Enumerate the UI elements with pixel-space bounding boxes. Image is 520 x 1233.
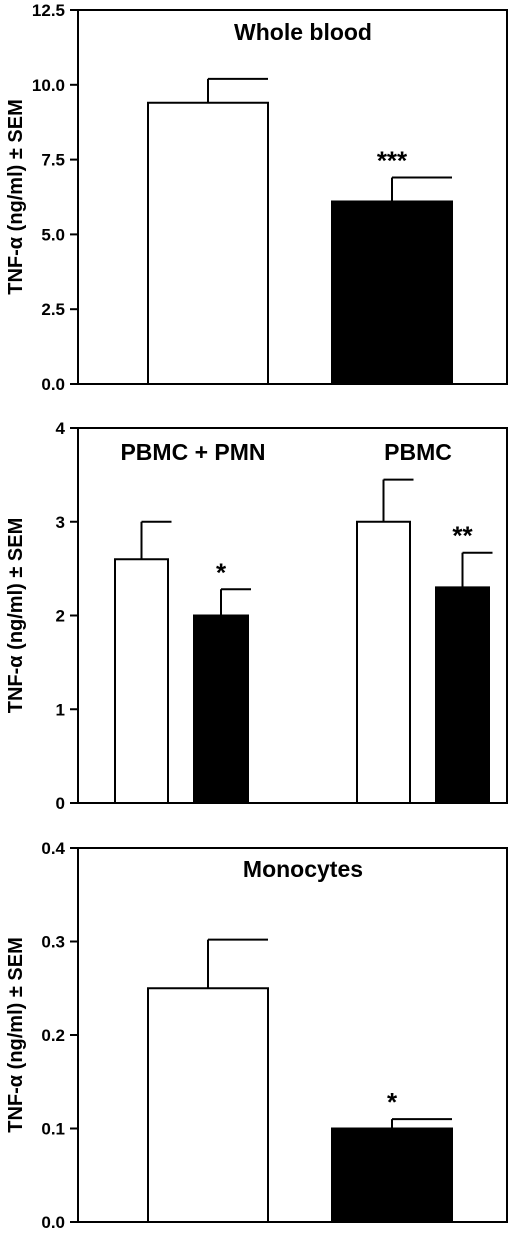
- group-label: Whole blood: [234, 19, 372, 45]
- group-label: Monocytes: [243, 856, 363, 882]
- y-tick-label: 5.0: [41, 225, 65, 244]
- significance-marker: *: [216, 557, 227, 587]
- y-tick-label: 0.2: [41, 1026, 65, 1045]
- y-tick-label: 1: [56, 700, 65, 719]
- bar: [435, 586, 490, 804]
- bar: [147, 101, 269, 385]
- y-tick-label: 0.3: [41, 933, 65, 952]
- bar: [331, 200, 453, 385]
- y-tick-label: 0.1: [41, 1120, 65, 1139]
- chart-panel-2: 0 1 2 3 4 TNF-α (ng/ml) ± SEM PBMC + PMN * PBMC *…: [5, 419, 508, 813]
- y-tick-label: 4: [56, 419, 66, 438]
- y-tick-label: 0.0: [41, 375, 65, 394]
- y-axis-label: TNF-α (ng/ml) ± SEM: [5, 518, 27, 713]
- bar: [114, 558, 169, 804]
- y-axis-label: TNF-α (ng/ml) ± SEM: [5, 99, 27, 294]
- y-tick-label: 7.5: [41, 151, 65, 170]
- y-tick-label: 3: [56, 513, 65, 532]
- bar: [356, 520, 411, 804]
- chart-panel-3: 0.0 0.1 0.2 0.3 0.4 TNF-α (ng/ml) ± SEM Monocy…: [5, 839, 508, 1232]
- significance-marker: **: [452, 521, 473, 551]
- chart-panel-1: 0.0 2.5 5.0 7.5 10.0 12.5 TNF-α (ng/ml) ± SEM W…: [5, 1, 508, 394]
- group-label: PBMC: [384, 439, 452, 465]
- significance-marker: *: [387, 1087, 398, 1117]
- y-tick-label: 12.5: [32, 1, 65, 20]
- bar: [147, 987, 269, 1223]
- plot-frame: [77, 9, 508, 385]
- y-tick-label: 0.0: [41, 1213, 65, 1232]
- significance-marker: ***: [377, 146, 408, 176]
- bar: [331, 1127, 453, 1223]
- bar: [193, 614, 249, 804]
- y-tick-label: 2.5: [41, 300, 65, 319]
- y-tick-label: 0.4: [41, 839, 65, 858]
- group-label: PBMC + PMN: [120, 439, 265, 465]
- y-tick-label: 10.0: [32, 76, 65, 95]
- y-axis-label: TNF-α (ng/ml) ± SEM: [5, 937, 27, 1132]
- y-tick-label: 2: [56, 607, 65, 626]
- y-tick-label: 0: [56, 794, 65, 813]
